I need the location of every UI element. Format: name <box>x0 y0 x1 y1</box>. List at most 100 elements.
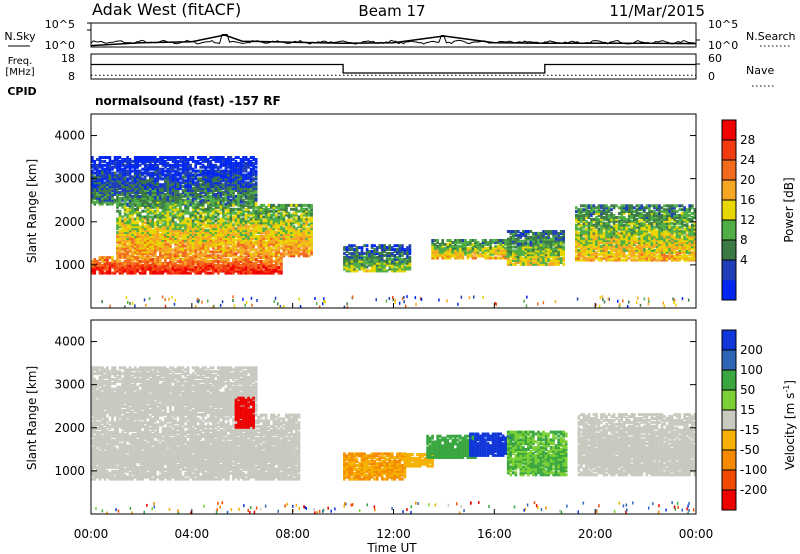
power-cell <box>232 250 235 254</box>
power-cell <box>443 252 447 256</box>
power-cell <box>169 181 172 185</box>
power-cell <box>151 158 155 161</box>
power-cell <box>174 215 177 219</box>
power-cell <box>343 252 346 255</box>
power-cell <box>143 256 147 260</box>
power-cell <box>254 225 258 229</box>
power-cell <box>179 231 182 234</box>
power-cell <box>111 161 114 165</box>
power-cell <box>577 241 581 245</box>
power-cell <box>441 246 444 250</box>
power-cell <box>146 202 150 206</box>
power-cell <box>239 191 243 194</box>
power-cell <box>156 234 160 238</box>
power-cell <box>103 159 107 163</box>
power-cell <box>161 213 165 217</box>
power-cell <box>143 221 147 225</box>
power-cell <box>401 248 404 252</box>
power-cell <box>406 263 409 267</box>
power-cell <box>184 158 187 161</box>
power-cell <box>549 255 553 259</box>
power-cell <box>214 159 218 163</box>
power-cell <box>247 238 250 242</box>
power-cell <box>454 241 457 244</box>
power-cell <box>131 159 134 163</box>
power-cell <box>259 205 263 209</box>
power-cell <box>264 269 268 273</box>
power-cell <box>103 271 107 275</box>
power-cell <box>262 265 265 269</box>
power-cell <box>267 221 271 225</box>
power-cell <box>179 246 182 250</box>
power-cell <box>522 231 525 235</box>
power-cell <box>184 231 187 234</box>
power-cell <box>247 233 250 236</box>
power-cell <box>101 181 104 185</box>
power-cell <box>534 251 538 255</box>
power-cell <box>229 177 233 181</box>
power-cell <box>307 223 311 227</box>
power-cell <box>252 163 255 167</box>
power-cell <box>512 239 515 243</box>
power-cell <box>247 246 250 250</box>
power-cell <box>375 246 379 250</box>
power-cell <box>461 256 465 260</box>
power-cell <box>489 241 492 244</box>
power-cell <box>191 227 195 231</box>
power-cell <box>146 238 150 242</box>
power-cell <box>191 256 195 260</box>
power-cell <box>254 219 258 223</box>
power-cell <box>222 175 225 179</box>
power-cell <box>209 202 213 206</box>
power-cell <box>212 156 215 159</box>
power-cell <box>229 234 233 238</box>
power-cell <box>189 181 192 185</box>
power-cell <box>234 242 238 246</box>
power-cell <box>121 177 124 181</box>
power-cell <box>181 254 185 258</box>
power-cell <box>254 231 258 234</box>
power-cell <box>123 252 127 256</box>
power-cell <box>557 262 560 266</box>
power-cell <box>360 265 364 269</box>
power-cell <box>156 163 160 167</box>
power-cell <box>242 229 245 233</box>
power-cell <box>297 209 301 213</box>
power-cell <box>159 219 162 223</box>
power-cell <box>229 246 233 250</box>
power-cell <box>186 211 190 215</box>
power-cell <box>257 242 260 246</box>
power-cell <box>171 194 175 198</box>
power-cell <box>398 263 402 267</box>
power-cell <box>166 223 170 227</box>
power-cell <box>232 248 235 252</box>
power-cell <box>171 269 175 273</box>
power-cell <box>295 229 298 233</box>
power-cell <box>259 256 263 260</box>
power-cell <box>262 238 265 242</box>
power-cell <box>247 207 250 211</box>
power-cell <box>270 229 273 233</box>
power-cell <box>131 189 134 192</box>
power-cell <box>217 196 220 200</box>
power-cell <box>141 223 144 227</box>
power-cell <box>181 259 185 263</box>
power-cell <box>242 181 245 185</box>
power-cell <box>171 236 175 240</box>
power-cell <box>141 248 144 252</box>
power-cell <box>239 269 243 273</box>
power-cell <box>522 247 525 251</box>
power-cell <box>143 179 147 183</box>
power-cell <box>542 251 545 255</box>
power-cell <box>219 173 223 177</box>
power-cell <box>219 231 223 234</box>
power-cell <box>527 259 530 263</box>
power-cell <box>116 179 119 183</box>
power-cell <box>212 163 215 167</box>
power-cell <box>189 265 192 269</box>
power-cell <box>267 219 271 223</box>
power-cell <box>242 219 245 223</box>
power-cell <box>247 215 250 219</box>
power-cell <box>133 163 137 167</box>
power-cell <box>229 215 233 219</box>
